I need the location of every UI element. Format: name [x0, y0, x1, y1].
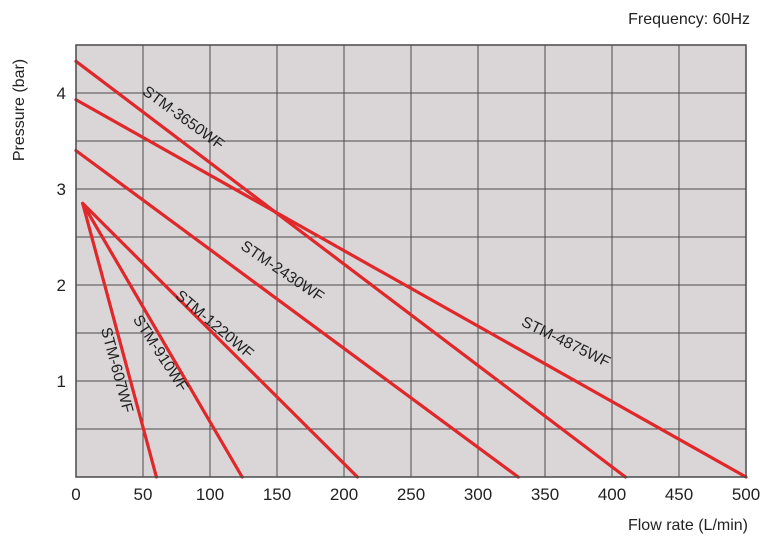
y-tick-label: 4	[57, 84, 66, 103]
x-axis-title: Flow rate (L/min)	[628, 517, 748, 534]
x-tick-label: 350	[531, 485, 559, 504]
series-line-stm-4875wf	[74, 98, 748, 479]
series-line-stm-3650wf	[74, 59, 628, 479]
x-tick-label: 450	[665, 485, 693, 504]
x-tick-label: 300	[464, 485, 492, 504]
y-axis-title: Pressure (bar)	[11, 59, 28, 161]
series-line-stm-607wf	[81, 201, 158, 479]
y-axis-ticks: 1 2 3 4	[57, 84, 66, 391]
x-tick-label: 250	[397, 485, 425, 504]
chart-subtitle: Frequency: 60Hz	[628, 11, 750, 28]
x-tick-label: 0	[71, 485, 80, 504]
x-tick-label: 400	[598, 485, 626, 504]
x-tick-label: 150	[263, 485, 291, 504]
x-tick-label: 200	[330, 485, 358, 504]
series-line-stm-2430wf	[74, 149, 520, 479]
y-tick-label: 1	[57, 372, 66, 391]
y-tick-label: 2	[57, 276, 66, 295]
series-line-stm-910wf	[81, 201, 244, 479]
x-tick-label: 50	[134, 485, 153, 504]
x-tick-label: 500	[732, 485, 760, 504]
series-line-stm-1220wf	[81, 201, 359, 479]
x-tick-label: 100	[196, 485, 224, 504]
series-lines	[74, 59, 748, 479]
y-tick-label: 3	[57, 180, 66, 199]
x-axis-ticks: 0 50 100 150 200 250 300 350 400 450 500	[71, 485, 760, 504]
plot-border	[75, 44, 747, 478]
